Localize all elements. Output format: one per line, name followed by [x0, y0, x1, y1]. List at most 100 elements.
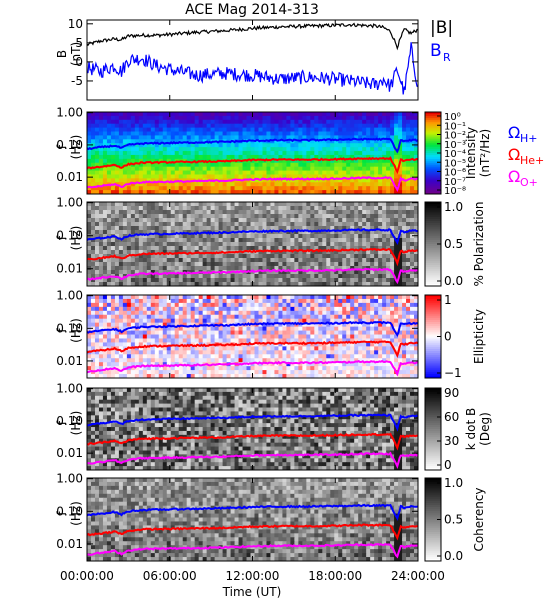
heatmap-cell	[198, 143, 204, 148]
heatmap-cell	[290, 112, 295, 117]
heatmap-cell	[238, 112, 244, 117]
y-axis-unit: (Hz)	[69, 318, 83, 343]
heatmap-cell	[182, 346, 188, 351]
heatmap-cell	[106, 270, 112, 275]
heatmap-cell	[262, 338, 267, 343]
heatmap-cell	[298, 238, 303, 243]
heatmap-cell	[174, 119, 180, 125]
heatmap-cell	[226, 310, 232, 316]
heatmap-cell	[230, 282, 236, 287]
heatmap-cell	[94, 322, 100, 328]
heatmap-cell	[222, 166, 228, 172]
heatmap-cell	[202, 326, 208, 332]
heatmap-cell	[398, 310, 403, 316]
heatmap-cell	[258, 310, 263, 316]
heatmap-cell	[414, 262, 419, 267]
heatmap-cell	[282, 295, 287, 300]
heatmap-cell	[278, 326, 283, 332]
heatmap-cell	[366, 306, 371, 312]
heatmap-cell	[342, 310, 347, 316]
heatmap-cell	[226, 278, 232, 283]
heatmap-cell	[374, 334, 379, 339]
heatmap-cell	[134, 306, 140, 312]
heatmap-cell	[306, 262, 311, 267]
heatmap-cell	[87, 234, 92, 239]
heatmap-cell	[330, 214, 335, 219]
heatmap-cell	[234, 170, 240, 175]
heatmap-cell	[206, 218, 212, 223]
heatmap-cell	[122, 250, 128, 255]
heatmap-cell	[274, 202, 279, 207]
heatmap-cell	[298, 202, 303, 207]
heatmap-cell	[318, 262, 323, 267]
heatmap-cell	[326, 334, 331, 339]
heatmap-cell	[234, 298, 240, 304]
heatmap-cell	[398, 170, 403, 175]
heatmap-cell	[230, 112, 236, 117]
heatmap-cell	[318, 112, 323, 117]
heatmap-cell	[270, 334, 275, 339]
heatmap-cell	[266, 170, 271, 175]
heatmap-cell	[134, 295, 140, 300]
heatmap-cell	[330, 302, 335, 308]
heatmap-cell	[206, 182, 212, 187]
heatmap-cell	[294, 170, 299, 175]
heatmap-cell	[234, 278, 240, 283]
heatmap-cell	[230, 274, 236, 279]
heatmap-cell	[354, 166, 359, 172]
heatmap-cell	[90, 162, 96, 168]
colorbar-tick-label: 10⁻⁷	[444, 177, 466, 188]
heatmap-cell	[382, 131, 387, 136]
heatmap-cell	[306, 246, 311, 251]
heatmap-cell	[210, 190, 216, 195]
heatmap-cell	[262, 302, 267, 308]
heatmap-cell	[382, 322, 387, 328]
heatmap-cell	[98, 250, 104, 255]
gyro-line-oplus	[86, 267, 419, 285]
heatmap-cell	[362, 190, 367, 195]
heatmap-cell	[258, 222, 263, 227]
heatmap-cell	[182, 234, 188, 239]
heatmap-cell	[390, 127, 395, 133]
heatmap-cell	[346, 350, 351, 355]
heatmap-cell	[406, 350, 411, 355]
heatmap-cell	[194, 306, 200, 312]
heatmap-cell	[290, 346, 295, 351]
heatmap-cell	[358, 346, 363, 351]
heatmap-cell	[370, 242, 375, 247]
heatmap-cell	[358, 127, 363, 133]
heatmap-cell	[302, 115, 307, 121]
heatmap-cell	[166, 202, 172, 207]
heatmap-cell	[262, 334, 267, 339]
heatmap-cell	[310, 158, 315, 164]
heatmap-cell	[118, 115, 124, 121]
heatmap-cell	[306, 170, 311, 175]
heatmap-cell	[290, 170, 295, 175]
heatmap-cell	[134, 166, 140, 172]
heatmap-cell	[402, 346, 407, 351]
heatmap-cell	[346, 206, 351, 211]
heatmap-cell	[314, 154, 319, 160]
heatmap-cell	[298, 123, 303, 129]
heatmap-cell	[258, 306, 263, 312]
heatmap-cell	[90, 266, 96, 271]
heatmap-cell	[218, 135, 224, 140]
heatmap-cell	[230, 182, 236, 187]
heatmap-cell	[87, 182, 92, 187]
heatmap-cell	[410, 338, 415, 343]
heatmap-cell	[106, 115, 112, 121]
heatmap-cell	[290, 318, 295, 324]
heatmap-cell	[154, 326, 160, 332]
heatmap-cell	[402, 266, 407, 271]
heatmap-cell	[94, 258, 100, 263]
heatmap-cell	[294, 158, 299, 164]
heatmap-cell	[302, 206, 307, 211]
heatmap-cell	[110, 306, 116, 312]
heatmap-cell	[246, 354, 252, 359]
heatmap-cell	[226, 143, 232, 148]
heatmap-cell	[262, 151, 267, 156]
heatmap-cell	[87, 202, 92, 207]
heatmap-cell	[294, 298, 299, 304]
heatmap-cell	[234, 210, 240, 215]
heatmap-cell	[390, 238, 395, 243]
